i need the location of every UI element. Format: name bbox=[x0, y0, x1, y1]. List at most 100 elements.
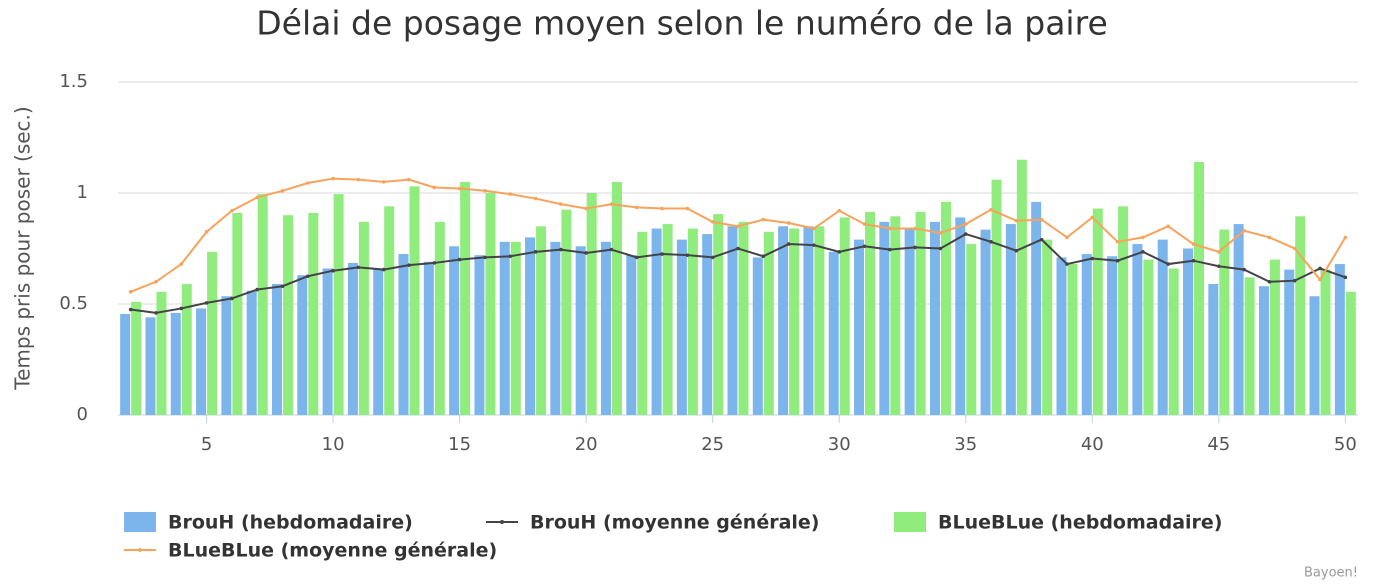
line-marker bbox=[508, 192, 513, 196]
line-marker bbox=[432, 185, 437, 190]
line-marker bbox=[963, 222, 968, 226]
x-tick-label: 10 bbox=[322, 434, 345, 455]
line-marker bbox=[533, 196, 538, 201]
line-marker bbox=[938, 246, 943, 251]
x-tick-label: 50 bbox=[1334, 434, 1357, 455]
line-marker bbox=[533, 250, 538, 254]
line-marker bbox=[584, 206, 588, 211]
bar bbox=[120, 313, 131, 415]
line-marker bbox=[685, 206, 690, 211]
bar bbox=[170, 312, 181, 415]
bar bbox=[955, 217, 966, 415]
line-marker bbox=[913, 226, 917, 231]
bar bbox=[449, 246, 460, 415]
x-tick-label: 40 bbox=[1081, 434, 1104, 455]
chart-title: Délai de posage moyen selon le numéro de… bbox=[256, 4, 1108, 43]
line-marker bbox=[508, 254, 513, 259]
bar bbox=[131, 301, 142, 415]
bar bbox=[1334, 264, 1345, 415]
x-tick-label: 15 bbox=[448, 434, 471, 455]
x-tick-label: 25 bbox=[701, 434, 724, 455]
bar bbox=[839, 217, 850, 415]
bar bbox=[145, 317, 156, 415]
bar bbox=[1194, 161, 1205, 415]
bar bbox=[257, 194, 268, 415]
bar bbox=[1269, 259, 1280, 415]
bar bbox=[600, 241, 611, 415]
bar bbox=[1284, 269, 1295, 415]
legend-swatch bbox=[500, 520, 504, 524]
bar bbox=[1005, 224, 1016, 415]
line-marker bbox=[862, 244, 867, 249]
bar bbox=[1042, 239, 1053, 415]
line-marker bbox=[255, 195, 259, 200]
line-marker bbox=[1141, 250, 1145, 254]
bar bbox=[536, 226, 547, 415]
bar bbox=[1143, 259, 1154, 415]
line-marker bbox=[280, 284, 285, 289]
bar bbox=[1208, 284, 1219, 415]
line-marker bbox=[786, 242, 791, 246]
bar bbox=[890, 216, 901, 415]
line-marker bbox=[1090, 215, 1095, 220]
bar bbox=[499, 241, 510, 415]
bar bbox=[904, 228, 915, 415]
line-marker bbox=[305, 274, 310, 279]
line-marker bbox=[457, 257, 462, 262]
bar bbox=[474, 255, 485, 415]
bar bbox=[485, 193, 496, 415]
line-marker bbox=[381, 267, 386, 272]
x-tick-label: 5 bbox=[201, 434, 212, 455]
bar bbox=[409, 186, 420, 415]
line-marker bbox=[736, 224, 740, 229]
bar bbox=[991, 179, 1002, 415]
line-marker bbox=[1115, 258, 1120, 263]
line-marker bbox=[356, 177, 361, 182]
line-marker bbox=[1318, 266, 1322, 271]
line-marker bbox=[761, 217, 766, 222]
line-marker bbox=[128, 307, 133, 312]
bar bbox=[1157, 239, 1168, 415]
bar bbox=[586, 193, 597, 415]
line-marker bbox=[407, 177, 411, 182]
line-marker bbox=[1039, 237, 1044, 242]
line-marker bbox=[1217, 264, 1221, 269]
line-marker bbox=[1039, 217, 1044, 222]
bar bbox=[232, 212, 243, 415]
line-marker bbox=[1115, 240, 1120, 244]
line-marker bbox=[989, 207, 993, 212]
bar bbox=[915, 211, 926, 415]
bar bbox=[1056, 257, 1067, 415]
legend-label: BLueBLue (moyenne générale) bbox=[168, 540, 497, 562]
credits: Bayoen! bbox=[1304, 566, 1358, 581]
line-marker bbox=[812, 226, 816, 231]
line-marker bbox=[1191, 242, 1196, 246]
bar bbox=[803, 226, 814, 415]
bar bbox=[510, 241, 521, 415]
bar bbox=[814, 226, 825, 415]
line-marker bbox=[559, 247, 563, 252]
line-marker bbox=[634, 205, 639, 210]
bar bbox=[778, 226, 789, 415]
bar bbox=[1118, 206, 1129, 415]
line-marker bbox=[660, 252, 664, 256]
bar bbox=[156, 291, 167, 415]
bar bbox=[1067, 264, 1078, 415]
line-marker bbox=[609, 202, 614, 206]
x-tick-label: 30 bbox=[828, 434, 851, 455]
bar bbox=[651, 228, 662, 415]
bar bbox=[550, 241, 561, 415]
bar bbox=[347, 262, 358, 415]
line-marker bbox=[1166, 224, 1171, 229]
bar bbox=[1233, 224, 1244, 415]
bar bbox=[207, 251, 218, 415]
bar bbox=[1320, 269, 1331, 415]
bar bbox=[333, 194, 344, 415]
bar bbox=[929, 221, 940, 415]
line-marker bbox=[204, 301, 209, 305]
legend-swatch bbox=[124, 512, 156, 532]
bar bbox=[373, 268, 384, 415]
line-marker bbox=[1318, 277, 1322, 282]
legend-label: BrouH (moyenne générale) bbox=[530, 512, 819, 534]
